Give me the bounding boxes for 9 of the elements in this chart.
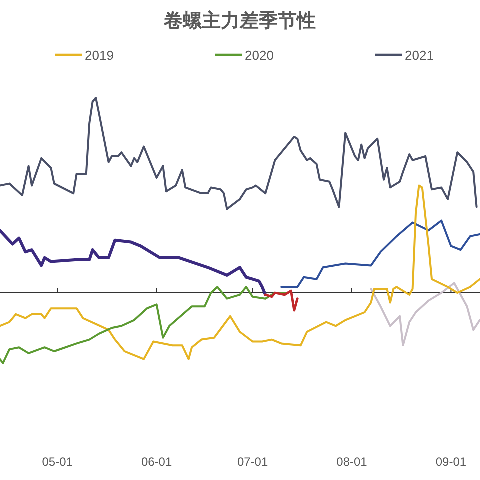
x-tick-label: 08-01 [336, 455, 368, 469]
chart-title: 卷螺主力差季节性 [163, 10, 316, 32]
x-tick-label: 09-01 [436, 455, 467, 469]
legend-label: 2020 [245, 48, 274, 63]
x-tick-label: 05-01 [42, 455, 74, 469]
legend-label: 2019 [85, 48, 114, 63]
legend-label: 2021 [405, 48, 434, 63]
x-tick-label: 06-01 [141, 455, 172, 469]
x-tick-label: 07-01 [237, 455, 268, 469]
